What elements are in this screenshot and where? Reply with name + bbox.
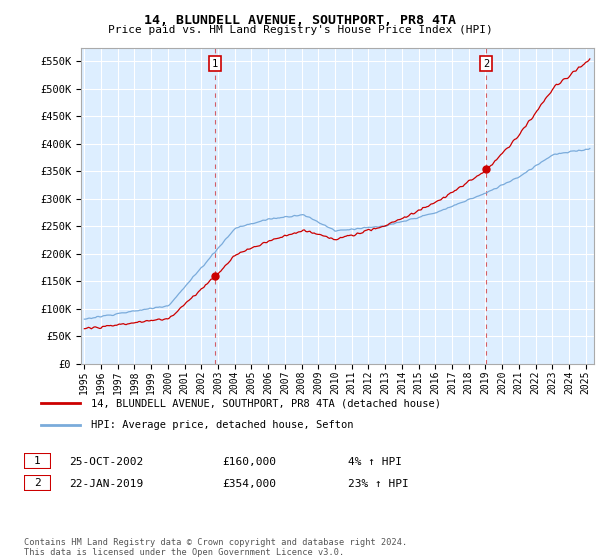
- Text: 1: 1: [34, 456, 41, 466]
- Text: 1: 1: [212, 59, 218, 69]
- Text: Price paid vs. HM Land Registry's House Price Index (HPI): Price paid vs. HM Land Registry's House …: [107, 25, 493, 35]
- Point: [481, 165, 491, 174]
- Text: £354,000: £354,000: [222, 479, 276, 489]
- Text: HPI: Average price, detached house, Sefton: HPI: Average price, detached house, Seft…: [91, 421, 353, 431]
- Text: £160,000: £160,000: [222, 457, 276, 467]
- Text: 2: 2: [483, 59, 490, 69]
- Text: 25-OCT-2002: 25-OCT-2002: [69, 457, 143, 467]
- Text: 14, BLUNDELL AVENUE, SOUTHPORT, PR8 4TA: 14, BLUNDELL AVENUE, SOUTHPORT, PR8 4TA: [144, 14, 456, 27]
- Text: 4% ↑ HPI: 4% ↑ HPI: [348, 457, 402, 467]
- Text: 14, BLUNDELL AVENUE, SOUTHPORT, PR8 4TA (detached house): 14, BLUNDELL AVENUE, SOUTHPORT, PR8 4TA …: [91, 398, 441, 408]
- Text: 2: 2: [34, 478, 41, 488]
- Point: [210, 272, 220, 281]
- Text: 23% ↑ HPI: 23% ↑ HPI: [348, 479, 409, 489]
- FancyBboxPatch shape: [24, 475, 51, 491]
- FancyBboxPatch shape: [24, 453, 51, 469]
- Text: Contains HM Land Registry data © Crown copyright and database right 2024.
This d: Contains HM Land Registry data © Crown c…: [24, 538, 407, 557]
- Text: 22-JAN-2019: 22-JAN-2019: [69, 479, 143, 489]
